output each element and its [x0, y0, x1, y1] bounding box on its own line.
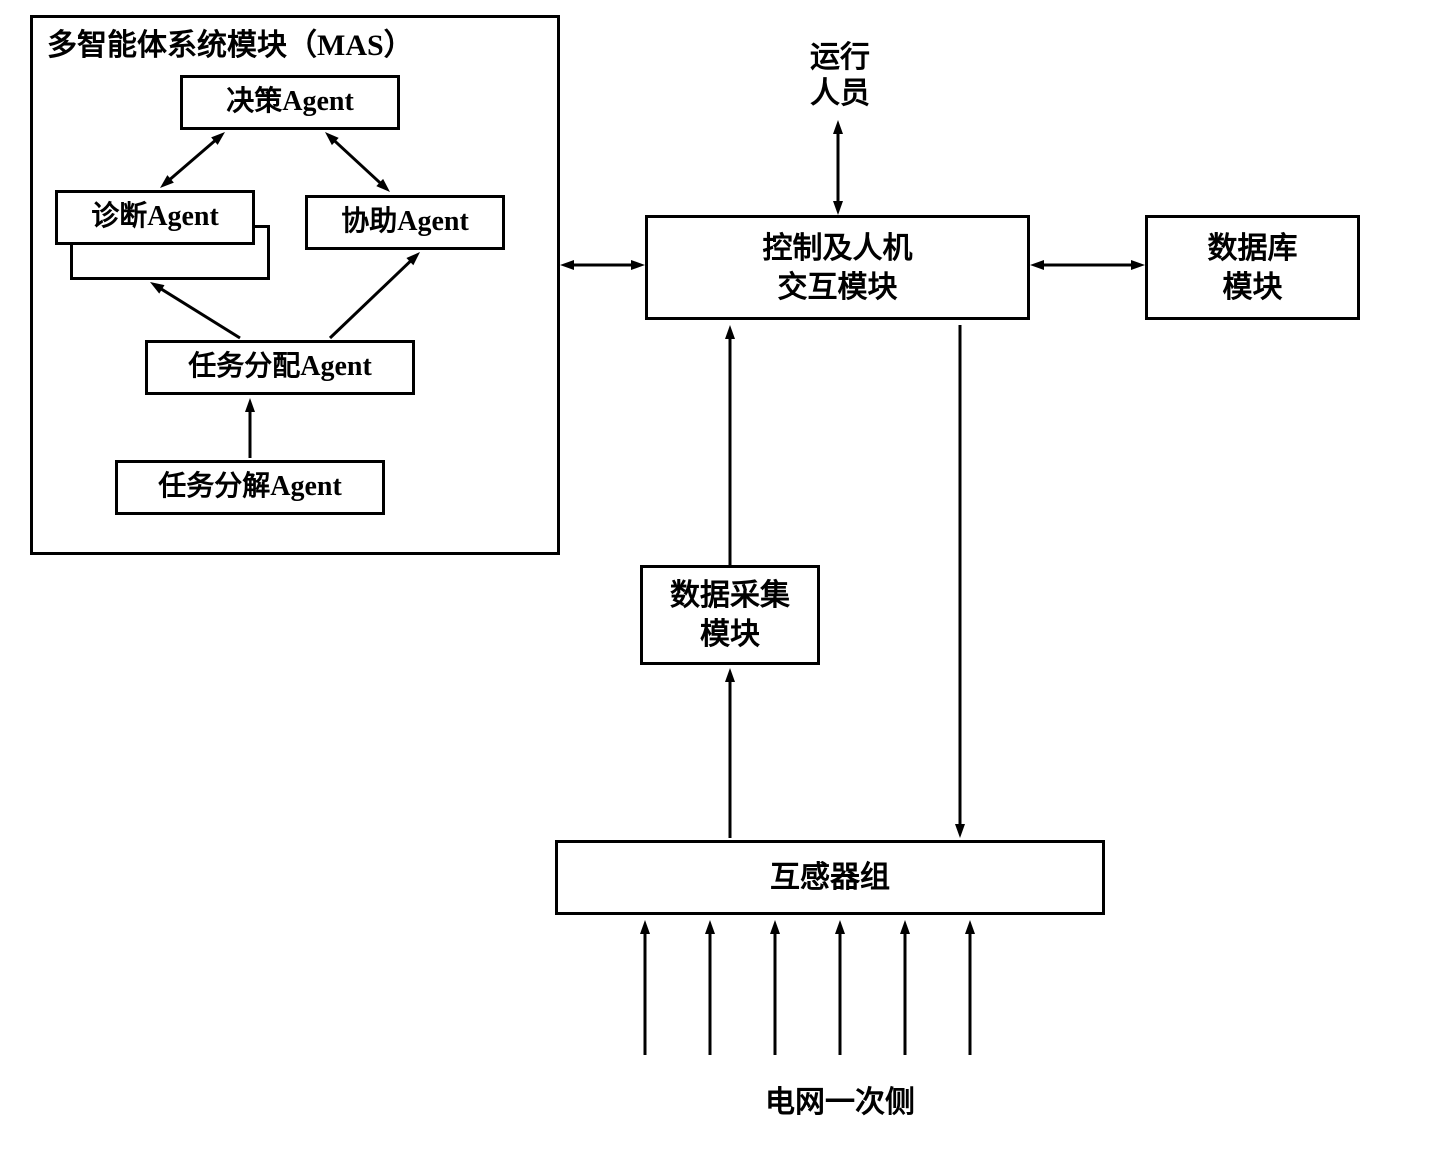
label-operator: 运行 人员 — [795, 40, 885, 112]
node-decision-agent: 决策Agent — [180, 75, 400, 130]
box-transformer-label: 互感器组 — [770, 858, 890, 897]
box-transformer-group: 互感器组 — [555, 840, 1105, 915]
box-data-acquire: 数据采集 模块 — [640, 565, 820, 665]
node-decision-label: 决策Agent — [226, 84, 354, 120]
node-task-alloc-agent: 任务分配Agent — [145, 340, 415, 395]
box-database: 数据库 模块 — [1145, 215, 1360, 320]
node-assist-label: 协助Agent — [341, 204, 469, 240]
node-decomp-label: 任务分解Agent — [158, 469, 342, 505]
mas-title: 多智能体系统模块（MAS） — [47, 26, 414, 65]
label-grid-primary: 电网一次侧 — [740, 1085, 940, 1121]
box-control-hmi: 控制及人机 交互模块 — [645, 215, 1030, 320]
node-task-decomp-agent: 任务分解Agent — [115, 460, 385, 515]
box-database-label: 数据库 模块 — [1208, 229, 1298, 307]
node-diagnose-agent: 诊断Agent — [55, 190, 255, 245]
box-acquire-label: 数据采集 模块 — [670, 576, 790, 654]
node-diagnose-label: 诊断Agent — [91, 199, 219, 235]
node-assist-agent: 协助Agent — [305, 195, 505, 250]
node-alloc-label: 任务分配Agent — [188, 349, 372, 385]
box-control-label: 控制及人机 交互模块 — [763, 229, 913, 307]
